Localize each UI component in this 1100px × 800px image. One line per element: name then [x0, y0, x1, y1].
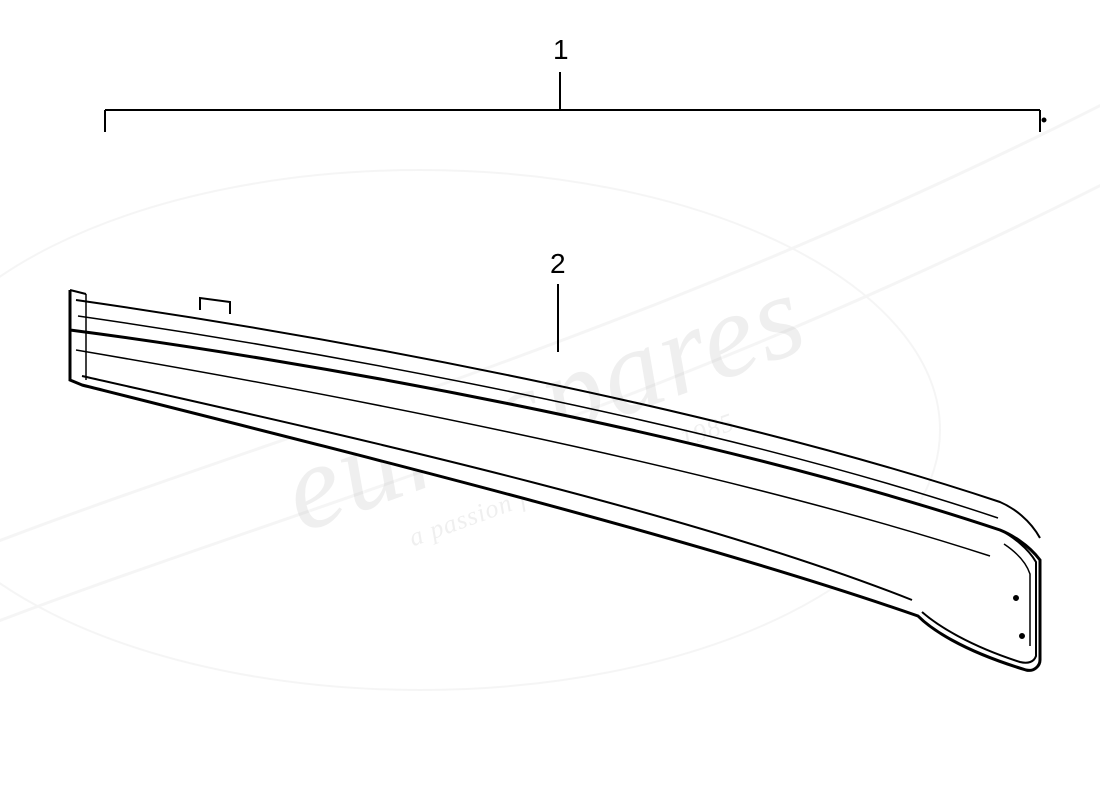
diagram-canvas: eurospares a passion for parts since 198…: [0, 0, 1100, 800]
part-drawing: [0, 0, 1100, 800]
